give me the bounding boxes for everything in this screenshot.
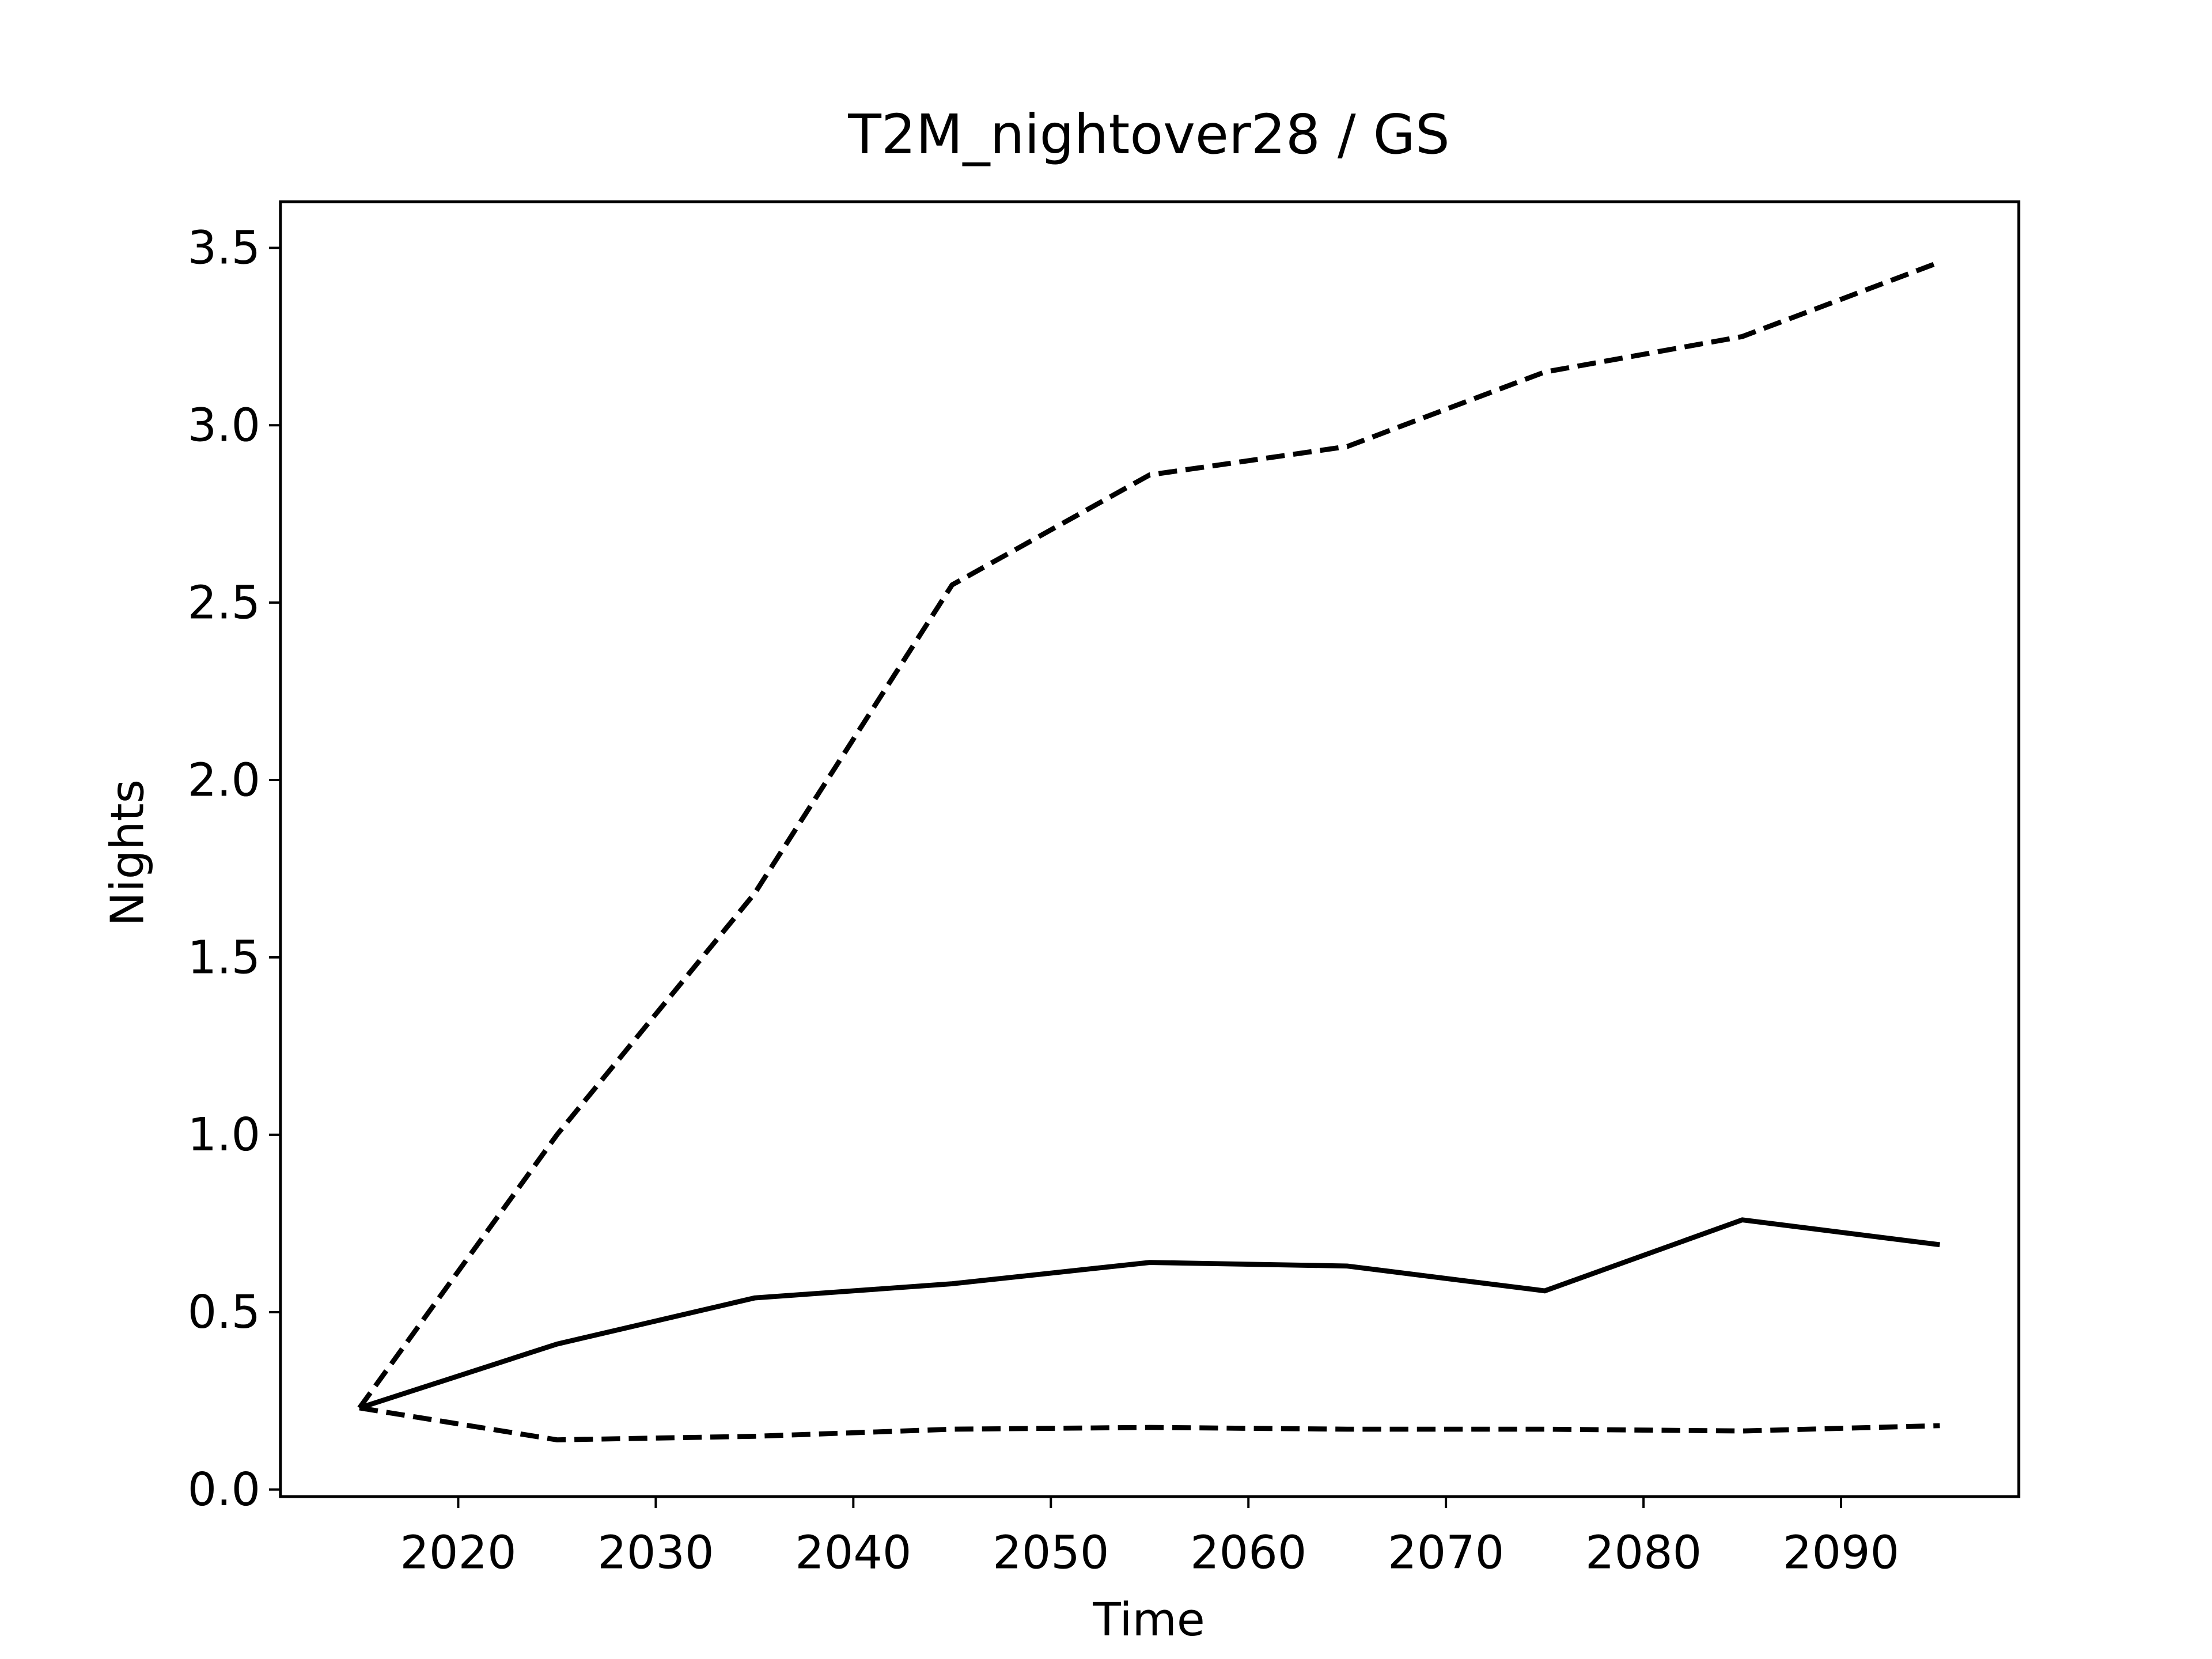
x-tick-label: 2030: [597, 1525, 714, 1579]
x-tick-label: 2050: [993, 1525, 1109, 1579]
x-tick-label: 2060: [1190, 1525, 1306, 1579]
y-tick-label: 0.5: [188, 1285, 260, 1339]
y-tick-label: 1.0: [188, 1108, 260, 1161]
x-tick-label: 2020: [400, 1525, 516, 1579]
x-axis-label: Time: [1092, 1593, 1205, 1646]
line-series: [358, 1217, 1941, 1411]
x-tick-label: 2080: [1585, 1525, 1702, 1579]
y-tick-label: 3.5: [188, 221, 260, 275]
y-tick-label: 1.5: [188, 930, 260, 984]
y-tick-label: 3.0: [188, 399, 260, 452]
x-tick-label: 2070: [1388, 1525, 1504, 1579]
chart-title: T2M_nightover28 / GS: [847, 103, 1449, 166]
y-tick-label: 2.0: [188, 753, 260, 806]
x-tick-label: 2040: [795, 1525, 911, 1579]
plot-frame: [279, 200, 2021, 1498]
line-series: [357, 259, 1941, 1410]
y-tick-label: 0.0: [188, 1463, 260, 1516]
x-tick-label: 2090: [1783, 1525, 1899, 1579]
line-series: [359, 1405, 1940, 1442]
y-axis-label: Nights: [100, 779, 154, 926]
y-tick-label: 2.5: [188, 575, 260, 629]
